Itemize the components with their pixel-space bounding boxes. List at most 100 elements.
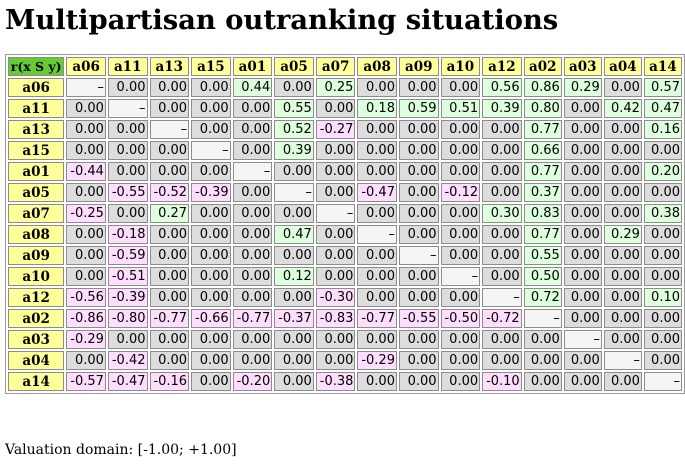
matrix-cell: 0.55: [523, 246, 562, 265]
matrix-cell: 0.00: [191, 162, 231, 181]
matrix-cell: 0.00: [191, 99, 231, 118]
corner-label: r(x S y): [8, 57, 65, 76]
matrix-cell: 0.00: [149, 351, 190, 370]
matrix-cell: 0.00: [603, 204, 642, 223]
column-header-a14: a14: [643, 57, 682, 76]
matrix-cell: -0.80: [107, 309, 148, 328]
table-row: a06–0.00 0.00 0.00 0.44 0.00 0.25 0.00 0.00 0.00…: [8, 78, 682, 97]
matrix-cell: 0.00: [603, 78, 642, 97]
matrix-cell: 0.00: [315, 99, 356, 118]
matrix-cell: -0.18: [107, 225, 148, 244]
matrix-cell: 0.00: [315, 246, 356, 265]
matrix-cell: 0.00: [482, 141, 522, 160]
matrix-cell: -0.66: [191, 309, 231, 328]
matrix-cell: -0.72: [482, 309, 522, 328]
matrix-cell: 0.00: [232, 141, 273, 160]
matrix-cell: 0.00: [643, 309, 682, 328]
matrix-cell: 0.00: [315, 267, 356, 286]
matrix-cell: 0.00: [149, 141, 190, 160]
matrix-cell: 0.00: [191, 288, 231, 307]
matrix-cell: 0.38: [643, 204, 682, 223]
matrix-cell: 0.00: [232, 204, 273, 223]
matrix-cell: 0.00: [398, 120, 439, 139]
matrix-cell: 0.00: [482, 351, 522, 370]
matrix-cell: 0.00: [398, 204, 439, 223]
matrix-cell: 0.00: [398, 141, 439, 160]
matrix-cell: 0.00: [357, 267, 397, 286]
matrix-cell: -0.83: [315, 309, 356, 328]
matrix-cell: 0.00: [274, 372, 314, 391]
matrix-cell: 0.72: [523, 288, 562, 307]
matrix-cell: 0.00: [232, 267, 273, 286]
row-header-a04: a04: [8, 351, 65, 370]
matrix-cell: 0.00: [357, 162, 397, 181]
column-header-a06: a06: [66, 57, 106, 76]
matrix-cell: 0.00: [398, 225, 439, 244]
row-header-a02: a02: [8, 309, 65, 328]
table-row: a02 -0.86 -0.80 -0.77 -0.66 -0.77 -0.37 -0.83 -0…: [8, 309, 682, 328]
matrix-cell: 0.00: [357, 330, 397, 349]
row-header-a03: a03: [8, 330, 65, 349]
matrix-cell: 0.00: [440, 351, 481, 370]
matrix-cell: 0.00: [191, 78, 231, 97]
matrix-cell: 0.00: [315, 183, 356, 202]
matrix-cell: -0.20: [232, 372, 273, 391]
matrix-cell: 0.00: [107, 141, 148, 160]
matrix-cell: 0.00: [232, 246, 273, 265]
matrix-cell: 0.00: [603, 141, 642, 160]
matrix-cell: -0.51: [107, 267, 148, 286]
matrix-cell: 0.00: [274, 204, 314, 223]
outranking-matrix: r(x S y) a06 a11 a13 a15 a01 a05 a07 a08 a09 a10 a…: [5, 54, 685, 394]
matrix-cell: 0.00: [357, 246, 397, 265]
matrix-cell: 0.00: [191, 204, 231, 223]
matrix-cell: 0.00: [149, 246, 190, 265]
matrix-cell: 0.00: [398, 351, 439, 370]
matrix-cell: 0.00: [643, 351, 682, 370]
column-header-a05: a05: [274, 57, 314, 76]
matrix-cell: 0.00: [563, 141, 602, 160]
matrix-cell: 0.00: [274, 330, 314, 349]
matrix-cell: 0.00: [398, 372, 439, 391]
matrix-cell: 0.00: [440, 330, 481, 349]
matrix-cell: 0.00: [398, 330, 439, 349]
matrix-cell: 0.00: [107, 204, 148, 223]
table-row: a08 0.00 -0.18 0.00 0.00 0.00 0.47 0.00–0.00 0.0…: [8, 225, 682, 244]
row-header-a09: a09: [8, 246, 65, 265]
matrix-cell: 0.00: [191, 330, 231, 349]
matrix-cell: -0.59: [107, 246, 148, 265]
matrix-cell: 0.00: [149, 267, 190, 286]
table-row: a13 0.00 0.00–0.00 0.00 0.52 -0.27 0.00 0.00 0.0…: [8, 120, 682, 139]
matrix-cell: 0.39: [482, 99, 522, 118]
row-header-a12: a12: [8, 288, 65, 307]
matrix-cell: -0.77: [232, 309, 273, 328]
matrix-cell: 0.16: [643, 120, 682, 139]
matrix-cell: 0.00: [232, 225, 273, 244]
column-header-a12: a12: [482, 57, 522, 76]
matrix-cell: 0.56: [482, 78, 522, 97]
matrix-cell: –: [643, 372, 682, 391]
matrix-cell: 0.00: [643, 267, 682, 286]
matrix-cell: 0.00: [149, 99, 190, 118]
row-header-a08: a08: [8, 225, 65, 244]
row-header-a13: a13: [8, 120, 65, 139]
matrix-cell: -0.86: [66, 309, 106, 328]
matrix-cell: 0.00: [603, 267, 642, 286]
matrix-cell: 0.00: [191, 372, 231, 391]
matrix-cell: 0.00: [482, 162, 522, 181]
table-row: a09 0.00 -0.59 0.00 0.00 0.00 0.00 0.00 0.00–0.0…: [8, 246, 682, 265]
matrix-cell: 0.86: [523, 78, 562, 97]
matrix-cell: 0.00: [66, 120, 106, 139]
matrix-cell: 0.00: [274, 162, 314, 181]
matrix-cell: -0.27: [315, 120, 356, 139]
table-row: a12 -0.56 -0.39 0.00 0.00 0.00 0.00 -0.30 0.00 0.…: [8, 288, 682, 307]
matrix-cell: 0.77: [523, 120, 562, 139]
matrix-cell: 0.00: [523, 372, 562, 391]
matrix-cell: 0.00: [398, 267, 439, 286]
matrix-cell: 0.27: [149, 204, 190, 223]
matrix-cell: 0.00: [191, 267, 231, 286]
matrix-cell: 0.00: [66, 225, 106, 244]
matrix-cell: -0.47: [107, 372, 148, 391]
matrix-cell: 0.00: [357, 120, 397, 139]
column-header-a03: a03: [563, 57, 602, 76]
matrix-cell: 0.00: [440, 246, 481, 265]
